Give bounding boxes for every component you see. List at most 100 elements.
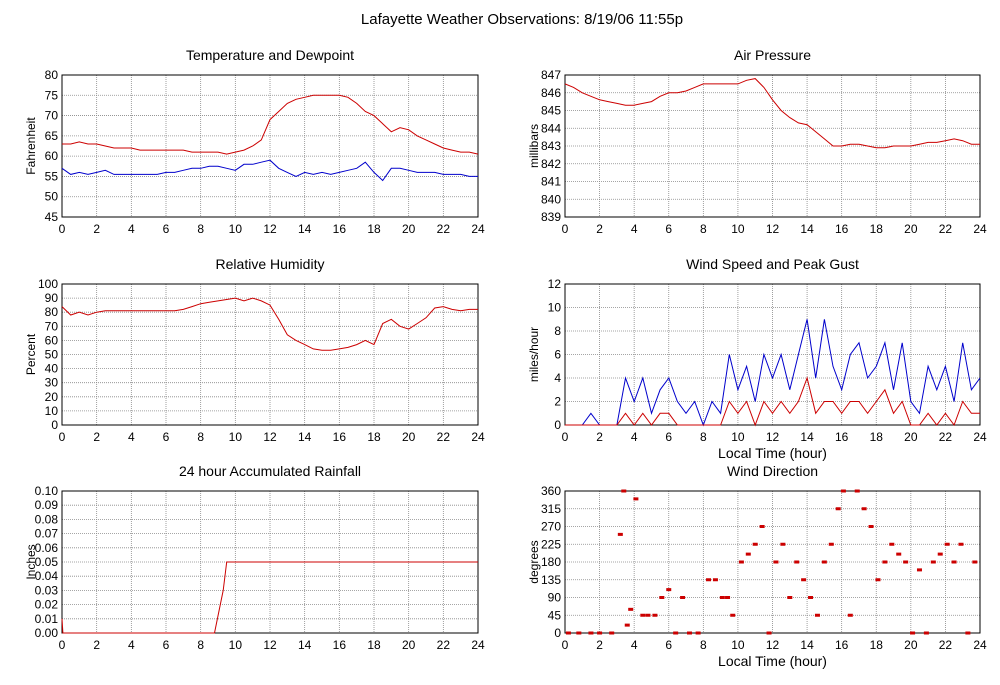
data-line [61, 297, 478, 351]
data-point [624, 623, 630, 627]
x-tick-label: 20 [402, 222, 416, 236]
data-point [916, 568, 922, 572]
y-tick-label: 0.03 [35, 583, 59, 597]
y-tick-label: 45 [45, 210, 59, 224]
y-tick-label: 842 [541, 157, 561, 171]
x-tick-label: 20 [402, 430, 416, 444]
y-tick-label: 135 [541, 573, 561, 587]
x-tick-label: 6 [163, 430, 170, 444]
x-tick-label: 0 [59, 222, 66, 236]
data-point [821, 560, 827, 564]
x-tick-label: 16 [333, 638, 347, 652]
x-tick-label: 16 [333, 222, 347, 236]
x-tick-label: 12 [263, 638, 277, 652]
data-point [617, 532, 623, 536]
data-point [903, 560, 909, 564]
x-tick-label: 18 [870, 222, 884, 236]
x-tick-label: 22 [437, 638, 451, 652]
x-axis-label: Local Time (hour) [718, 653, 827, 669]
x-tick-label: 18 [870, 430, 884, 444]
data-point [944, 542, 950, 546]
x-tick-label: 12 [766, 430, 780, 444]
x-tick-label: 2 [596, 638, 603, 652]
plot-frame [564, 490, 981, 634]
panel-title: Wind Speed and Peak Gust [686, 256, 859, 272]
x-axis-label: Local Time (hour) [718, 445, 827, 461]
x-tick-label: 8 [700, 222, 707, 236]
x-tick-label: 16 [835, 430, 849, 444]
x-tick-label: 8 [700, 638, 707, 652]
data-point [628, 607, 634, 611]
data-point [588, 631, 594, 635]
data-point [868, 525, 874, 528]
x-tick-label: 0 [59, 430, 66, 444]
data-point [801, 578, 807, 582]
y-tick-label: 55 [45, 169, 59, 183]
data-point [835, 507, 841, 511]
x-tick-label: 8 [197, 430, 204, 444]
y-tick-label: 80 [45, 305, 59, 319]
x-tick-label: 20 [904, 430, 918, 444]
panel-title: Wind Direction [727, 463, 818, 479]
y-axis-label: Inches [24, 544, 38, 579]
x-tick-label: 20 [402, 638, 416, 652]
data-point [645, 613, 651, 617]
x-tick-label: 20 [904, 638, 918, 652]
x-tick-label: 24 [471, 638, 485, 652]
main-title: Lafayette Weather Observations: 8/19/06 … [361, 11, 683, 28]
data-point [828, 542, 834, 546]
data-point [609, 631, 615, 635]
y-tick-label: 0.02 [35, 598, 59, 612]
x-tick-label: 12 [263, 430, 277, 444]
panel-title: Relative Humidity [216, 256, 325, 272]
x-tick-label: 12 [766, 638, 780, 652]
y-tick-label: 270 [541, 520, 561, 534]
data-point [759, 525, 765, 528]
x-tick-label: 24 [471, 430, 485, 444]
plot-frame [61, 74, 479, 218]
x-tick-label: 14 [298, 430, 312, 444]
data-point [910, 631, 916, 635]
data-point [659, 596, 665, 599]
y-tick-label: 6 [554, 348, 561, 362]
x-tick-label: 0 [562, 430, 569, 444]
x-tick-label: 8 [700, 430, 707, 444]
data-point [621, 489, 627, 493]
x-tick-label: 2 [93, 222, 100, 236]
y-tick-label: 45 [548, 608, 562, 622]
data-point [633, 497, 639, 501]
x-tick-label: 2 [93, 638, 100, 652]
y-tick-label: 844 [541, 121, 561, 135]
data-point [951, 560, 957, 564]
x-tick-label: 4 [631, 430, 638, 444]
y-axis-label: miles/hour [527, 327, 541, 382]
x-tick-label: 10 [731, 430, 745, 444]
y-axis-label: degrees [527, 540, 541, 583]
y-axis-label: millibars [527, 124, 541, 168]
x-tick-label: 10 [229, 638, 243, 652]
y-tick-label: 60 [45, 149, 59, 163]
y-tick-label: 10 [548, 301, 562, 315]
panel-title: Temperature and Dewpoint [186, 47, 354, 63]
data-point [725, 596, 731, 599]
x-tick-label: 22 [939, 430, 953, 444]
y-tick-label: 0.10 [35, 484, 59, 498]
x-tick-label: 22 [939, 638, 953, 652]
x-tick-label: 6 [665, 638, 672, 652]
x-tick-label: 4 [128, 430, 135, 444]
x-tick-label: 18 [367, 638, 381, 652]
data-point [854, 489, 860, 493]
x-tick-label: 10 [229, 430, 243, 444]
y-tick-label: 75 [45, 88, 59, 102]
y-tick-label: 839 [541, 210, 561, 224]
plot-frame [564, 283, 981, 426]
data-line [564, 78, 980, 149]
data-point [896, 552, 902, 556]
x-tick-label: 4 [128, 638, 135, 652]
data-point [640, 613, 646, 617]
x-tick-label: 6 [163, 222, 170, 236]
data-point [673, 631, 679, 635]
y-tick-label: 0 [554, 418, 561, 432]
x-tick-label: 8 [197, 638, 204, 652]
